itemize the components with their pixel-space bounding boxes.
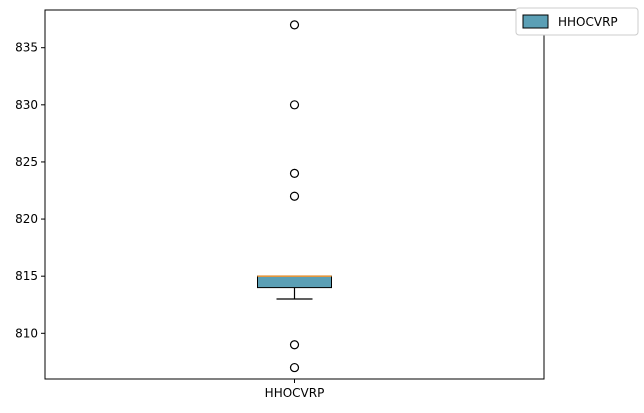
- y-tick-label: 815: [15, 269, 38, 283]
- y-tick-label: 830: [15, 98, 38, 112]
- x-tick-label: HHOCVRP: [265, 386, 325, 400]
- legend: HHOCVRP: [515, 7, 639, 36]
- box-iqr: [257, 275, 332, 289]
- outlier-point: [289, 100, 300, 110]
- outlier-point: [289, 340, 300, 350]
- y-tick-label: 810: [15, 326, 38, 340]
- plot-area: [257, 20, 332, 373]
- axes-frame: [44, 9, 545, 380]
- legend-swatch: [522, 14, 549, 29]
- y-axis: 810 815 820 825 830 835: [15, 41, 45, 340]
- y-tick-label: 820: [15, 212, 38, 226]
- y-tick-label: 825: [15, 155, 38, 169]
- outlier-point: [289, 168, 300, 178]
- legend-label: HHOCVRP: [558, 15, 618, 29]
- y-tick-label: 835: [15, 41, 38, 55]
- x-axis: HHOCVRP: [265, 379, 325, 400]
- outlier-point: [289, 191, 300, 201]
- outlier-point: [289, 20, 300, 30]
- outlier-point: [289, 362, 300, 373]
